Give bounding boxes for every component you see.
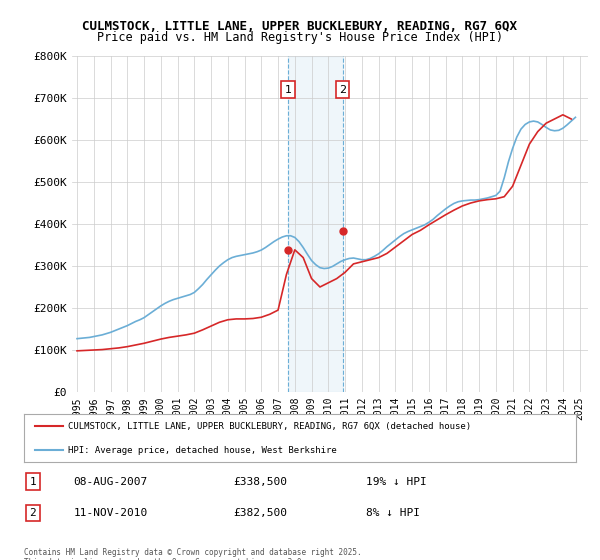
Text: 08-AUG-2007: 08-AUG-2007 bbox=[74, 477, 148, 487]
Text: Price paid vs. HM Land Registry's House Price Index (HPI): Price paid vs. HM Land Registry's House … bbox=[97, 31, 503, 44]
Text: 2: 2 bbox=[29, 508, 36, 518]
Text: £382,500: £382,500 bbox=[234, 508, 288, 518]
Text: 11-NOV-2010: 11-NOV-2010 bbox=[74, 508, 148, 518]
Text: HPI: Average price, detached house, West Berkshire: HPI: Average price, detached house, West… bbox=[68, 446, 337, 455]
Text: 8% ↓ HPI: 8% ↓ HPI bbox=[366, 508, 420, 518]
Text: 1: 1 bbox=[284, 85, 292, 95]
Text: 1: 1 bbox=[29, 477, 36, 487]
Text: CULMSTOCK, LITTLE LANE, UPPER BUCKLEBURY, READING, RG7 6QX: CULMSTOCK, LITTLE LANE, UPPER BUCKLEBURY… bbox=[83, 20, 517, 32]
Text: £338,500: £338,500 bbox=[234, 477, 288, 487]
Text: 2: 2 bbox=[339, 85, 346, 95]
Text: CULMSTOCK, LITTLE LANE, UPPER BUCKLEBURY, READING, RG7 6QX (detached house): CULMSTOCK, LITTLE LANE, UPPER BUCKLEBURY… bbox=[68, 422, 471, 431]
Text: Contains HM Land Registry data © Crown copyright and database right 2025.
This d: Contains HM Land Registry data © Crown c… bbox=[24, 548, 362, 560]
Bar bbox=[288, 56, 343, 392]
Text: 19% ↓ HPI: 19% ↓ HPI bbox=[366, 477, 427, 487]
